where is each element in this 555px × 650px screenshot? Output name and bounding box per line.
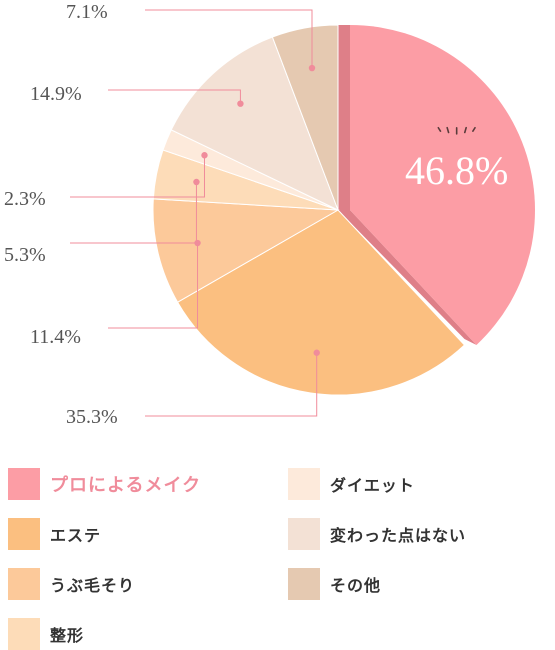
pie-chart: 46.8% 35.3% 11.4% 5.3% 2.3% 14.9% 7.1% [4,1,535,428]
sparkle-icon [437,126,476,135]
legend-label: その他 [330,576,382,595]
leader-dot-2 [313,349,320,356]
value-label-1: 46.8% [405,148,508,193]
leader-dot-3 [194,239,201,247]
leader-line-6 [108,89,241,104]
legend-item-5: ダイエット [288,468,415,500]
legend-label: プロによるメイク [50,475,202,496]
leader-line-3 [108,243,199,329]
value-label-4: 5.3% [4,244,46,266]
value-label-2: 35.3% [66,406,118,428]
leader-dot-6 [237,100,244,107]
leader-line-7 [145,9,313,69]
legend-label: うぶ毛そり [50,576,136,595]
legend-swatch [288,568,320,600]
legend-swatch [8,568,40,600]
legend-item-6: 変わった点はない [288,518,466,550]
leader-dot-7 [308,64,316,72]
value-label-3: 11.4% [30,326,81,348]
legend-label: 変わった点はない [330,526,467,545]
legend-label: ダイエット [330,476,415,495]
legend-item-4: 整形 [8,618,84,650]
legend-item-2: エステ [8,518,101,550]
pie-slice-2 [176,209,466,396]
pie-slice-1 [350,25,535,346]
value-label-5: 2.3% [4,188,46,210]
leader-dot-4 [193,178,200,186]
leader-line-4 [70,182,197,244]
legend-swatch [288,468,320,500]
pie-slice-7 [271,24,339,211]
legend-item-7: その他 [288,568,381,600]
legend-swatch [288,518,320,550]
pie-slice-6 [170,36,339,211]
legend-swatch [8,468,40,500]
value-label-6: 14.9% [30,83,82,105]
legend-item-1: プロによるメイク [8,468,201,500]
value-label-7: 7.1% [66,1,108,23]
legend-swatch [8,518,40,550]
leader-line-5 [70,155,205,198]
legend-swatch [8,618,40,650]
legend: プロによるメイク エステうぶ毛そり整形 ダイエット変わった点はない その他 [0,460,555,650]
legend-label: 整形 [50,626,85,645]
legend-label: エステ [50,526,102,545]
leader-line-2 [145,352,318,417]
pie-slice-3 [152,198,340,303]
leader-dot-5 [201,152,208,159]
legend-item-3: うぶ毛そり [8,568,135,600]
